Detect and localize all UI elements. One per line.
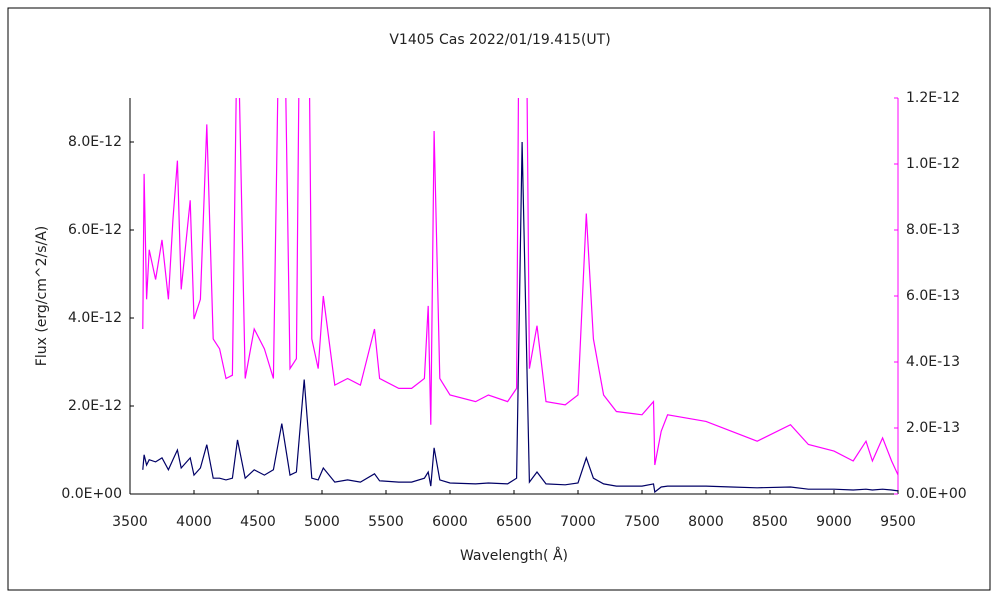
x-tick-label: 5500 bbox=[368, 514, 404, 530]
x-tick-label: 4000 bbox=[176, 514, 212, 530]
x-tick-label: 5000 bbox=[304, 514, 340, 530]
x-tick-label: 7000 bbox=[560, 514, 596, 530]
y2-tick-label: 6.0E-13 bbox=[906, 288, 960, 304]
x-tick-label: 4500 bbox=[240, 514, 276, 530]
y-tick-label: 6.0E-12 bbox=[68, 222, 122, 238]
chart-title: V1405 Cas 2022/01/19.415(UT) bbox=[389, 32, 610, 48]
y-axis-label: Flux (erg/cm^2/s/A) bbox=[34, 226, 50, 366]
spectrum-line bbox=[142, 141, 898, 494]
y-tick-label: 0.0E+00 bbox=[61, 486, 122, 502]
y2-tick-label: 1.2E-12 bbox=[906, 90, 960, 106]
x-axis-label: Wavelength( Å) bbox=[460, 547, 568, 564]
y2-tick-label: 4.0E-13 bbox=[906, 354, 960, 370]
frame bbox=[7, 7, 991, 591]
x-tick-label: 3500 bbox=[112, 514, 148, 530]
x-tick-label: 8000 bbox=[688, 514, 724, 530]
y-tick-label: 2.0E-12 bbox=[68, 398, 122, 414]
y2-tick-label: 1.0E-12 bbox=[906, 156, 960, 172]
x-tick-label: 8500 bbox=[752, 514, 788, 530]
y2-tick-label: 0.0E+00 bbox=[906, 486, 967, 502]
y2-tick-label: 8.0E-13 bbox=[906, 222, 960, 238]
y2-tick-label: 2.0E-13 bbox=[906, 420, 960, 436]
y-tick-label: 8.0E-12 bbox=[68, 134, 122, 150]
x-tick-label: 6500 bbox=[496, 514, 532, 530]
x-tick-label: 9500 bbox=[880, 514, 916, 530]
x-tick-label: 6000 bbox=[432, 514, 468, 530]
x-tick-label: 7500 bbox=[624, 514, 660, 530]
y-tick-label: 4.0E-12 bbox=[68, 310, 122, 326]
x-tick-label: 9000 bbox=[816, 514, 852, 530]
spectrum-line bbox=[142, 98, 898, 476]
